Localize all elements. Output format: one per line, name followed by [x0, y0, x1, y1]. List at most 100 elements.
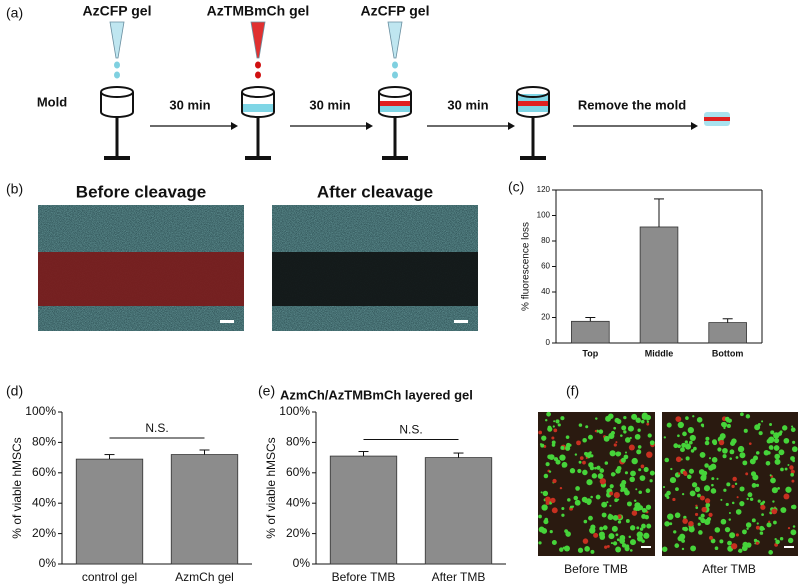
cell	[576, 440, 581, 446]
cell	[599, 526, 604, 531]
cell	[611, 525, 618, 532]
cell	[774, 538, 777, 541]
band	[272, 252, 478, 306]
cell	[750, 471, 757, 477]
cell	[594, 466, 597, 470]
y-tick-label: 40	[541, 287, 550, 296]
cell	[590, 454, 594, 458]
cell	[641, 514, 647, 519]
cell	[664, 457, 670, 463]
cell	[538, 430, 543, 435]
arrowhead	[691, 122, 698, 130]
cell	[589, 527, 596, 534]
cell	[681, 547, 685, 551]
cell	[561, 506, 565, 511]
cell	[675, 487, 679, 492]
gel-layer	[380, 101, 410, 106]
cell	[735, 509, 742, 515]
cell	[761, 513, 764, 516]
cell	[700, 517, 706, 524]
cell	[609, 491, 614, 496]
cell	[762, 527, 765, 531]
y-tick-label: 40%	[286, 495, 310, 509]
cell	[704, 440, 710, 446]
cell	[675, 456, 682, 463]
step-label: AzCFP gel	[83, 3, 152, 19]
mold-top	[100, 86, 134, 98]
cell	[688, 440, 693, 445]
cell	[625, 518, 630, 523]
cell	[777, 486, 780, 490]
cell	[597, 473, 604, 479]
cell	[602, 525, 608, 531]
pipette	[387, 21, 403, 59]
cell	[732, 476, 737, 482]
cell	[542, 490, 549, 497]
cell	[729, 532, 736, 539]
cell	[723, 488, 727, 492]
cell	[620, 434, 623, 437]
scale-bar	[784, 546, 794, 548]
scale-bar	[641, 546, 651, 548]
y-tick-label: 80	[541, 236, 550, 245]
cell	[614, 498, 619, 503]
cell	[565, 435, 570, 439]
cell	[636, 526, 640, 530]
drop	[114, 71, 120, 79]
cell	[716, 477, 719, 480]
cell	[616, 538, 620, 542]
cell	[769, 474, 772, 477]
cell	[670, 467, 673, 471]
cell	[664, 493, 669, 498]
cell	[661, 546, 668, 552]
cell	[624, 437, 631, 443]
panel-label: (b)	[6, 181, 23, 197]
chart-title: AzmCh/AzTMBmCh layered gel	[280, 387, 473, 402]
cell	[711, 483, 714, 487]
cell	[617, 520, 622, 524]
cell	[585, 457, 588, 460]
cell	[563, 545, 571, 552]
cell	[577, 468, 582, 474]
cell	[666, 422, 672, 428]
cell	[541, 435, 547, 441]
cell	[634, 433, 641, 440]
cell	[755, 451, 760, 455]
cell	[621, 543, 627, 548]
cell	[573, 495, 579, 501]
cell	[619, 538, 626, 544]
cell	[646, 420, 650, 424]
cell	[601, 512, 607, 518]
cell	[589, 451, 592, 454]
cell	[688, 520, 694, 527]
cell	[720, 518, 727, 525]
image-caption: After TMB	[702, 562, 756, 576]
cell	[631, 413, 638, 420]
cell	[669, 522, 673, 526]
gel-layer	[518, 106, 548, 112]
cell	[728, 512, 731, 515]
cell	[734, 482, 738, 486]
cell	[742, 529, 747, 535]
cell	[729, 449, 735, 455]
cell	[546, 411, 551, 417]
cell	[727, 540, 732, 546]
arrowhead	[508, 122, 515, 130]
cell	[704, 498, 711, 504]
cell	[751, 518, 756, 523]
cell	[543, 473, 549, 479]
cell	[560, 445, 565, 450]
cell	[704, 518, 711, 526]
cell	[643, 532, 650, 539]
image-caption: Before TMB	[564, 562, 628, 576]
x-tick-label: control gel	[82, 570, 137, 584]
cell	[551, 440, 556, 445]
cell	[789, 465, 794, 470]
y-tick-label: 120	[537, 185, 551, 194]
cell	[565, 445, 571, 451]
cell	[756, 522, 759, 525]
cell	[709, 535, 713, 540]
cell	[595, 417, 598, 420]
cell	[745, 522, 752, 528]
cell	[745, 414, 751, 419]
